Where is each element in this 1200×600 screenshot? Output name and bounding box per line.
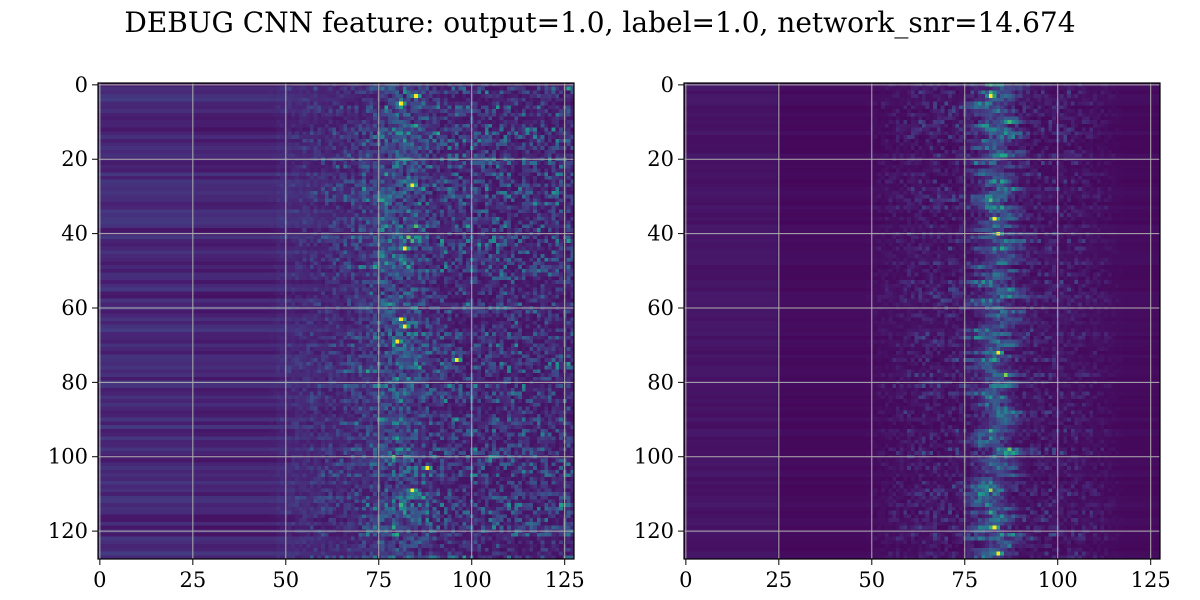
x-tick-label: 100 bbox=[1038, 568, 1078, 592]
y-tick-label: 60 bbox=[647, 296, 674, 320]
axes-frame bbox=[97, 82, 575, 560]
x-tick-label: 75 bbox=[951, 568, 978, 592]
y-tick-label: 120 bbox=[634, 519, 674, 543]
x-tick-label: 50 bbox=[272, 568, 299, 592]
y-tick-label: 0 bbox=[75, 73, 88, 97]
y-tick-label: 20 bbox=[61, 147, 88, 171]
x-tick-label: 125 bbox=[1131, 568, 1171, 592]
y-tick-label: 100 bbox=[634, 445, 674, 469]
y-tick-label: 80 bbox=[61, 370, 88, 394]
y-tick-label: 120 bbox=[48, 519, 88, 543]
heatmap-panel-left: 0 25 50 75 100 125 0 20 40 60 80 100 120 bbox=[48, 73, 585, 592]
y-tick-label: 40 bbox=[61, 222, 88, 246]
x-tick-label: 25 bbox=[765, 568, 792, 592]
x-tick-label: 50 bbox=[858, 568, 885, 592]
y-tick-label: 100 bbox=[48, 445, 88, 469]
y-tick-label: 40 bbox=[647, 222, 674, 246]
heatmap-panel-right: 0 25 50 75 100 125 0 20 40 60 80 100 120 bbox=[634, 73, 1171, 592]
y-tick-label: 60 bbox=[61, 296, 88, 320]
y-tick-label: 0 bbox=[661, 73, 674, 97]
heatmap-image bbox=[98, 83, 574, 559]
x-tick-label: 25 bbox=[179, 568, 206, 592]
x-tick-label: 0 bbox=[93, 568, 106, 592]
figure-title: DEBUG CNN feature: output=1.0, label=1.0… bbox=[124, 6, 1076, 39]
x-tick-label: 0 bbox=[679, 568, 692, 592]
axes-frame bbox=[683, 82, 1161, 560]
x-tick-label: 75 bbox=[365, 568, 392, 592]
heatmap-image bbox=[684, 83, 1160, 559]
x-tick-label: 100 bbox=[452, 568, 492, 592]
y-tick-label: 80 bbox=[647, 370, 674, 394]
y-tick-label: 20 bbox=[647, 147, 674, 171]
x-tick-label: 125 bbox=[545, 568, 585, 592]
